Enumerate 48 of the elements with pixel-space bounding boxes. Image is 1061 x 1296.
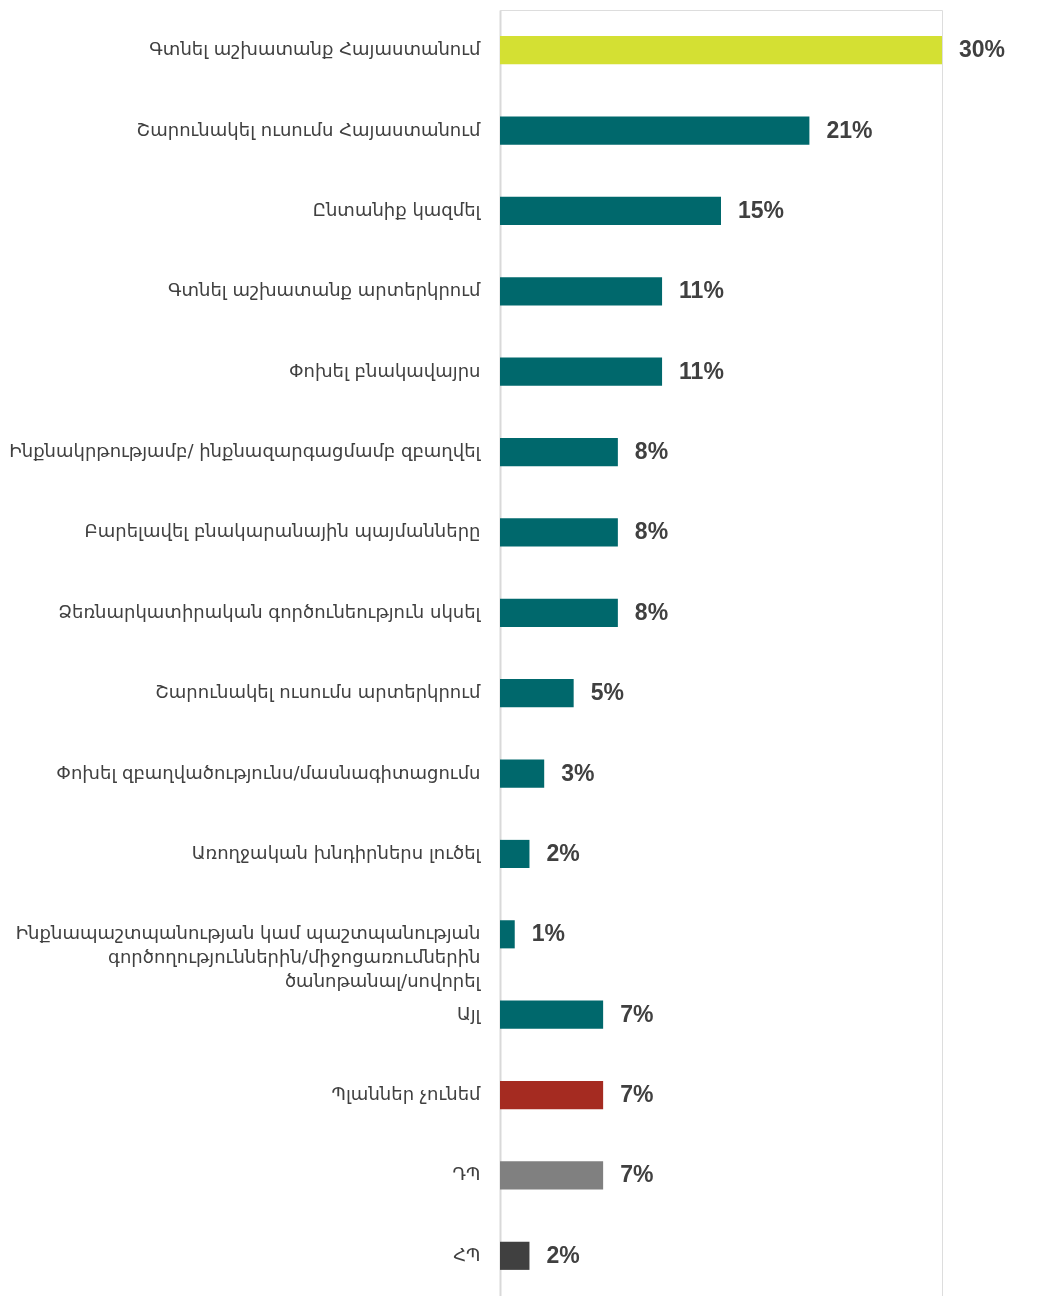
data-label: 2% (546, 1241, 580, 1268)
bar (500, 598, 618, 627)
y-tick-label: Ձեռնարկատիրական գործունեություն սկսել (58, 600, 482, 622)
y-tick-label: Ինքնապաշտպանության կամ պաշտպանության գործողություններին/միջոցառումներին ծանոթանալ/սովորել (15, 922, 482, 992)
data-label: 15% (738, 196, 785, 223)
y-tick-label: Շարունակել ուսումս Հայաստանում (136, 118, 482, 140)
bar (500, 1081, 604, 1110)
data-label: 30% (959, 36, 1006, 63)
data-label: 7% (620, 1081, 654, 1108)
y-tick-label: Առողջական խնդիրներս լուծել (191, 841, 482, 863)
y-tick-label: Շարունակել ուսումս արտերկրում (155, 681, 482, 703)
bar (500, 277, 663, 306)
data-label: 2% (546, 839, 580, 866)
bar (500, 1161, 604, 1190)
y-tick-label: Բարելավել բնակարանային պայմանները (84, 520, 481, 542)
data-label: 7% (620, 1000, 654, 1027)
y-tick-label: Գտնել աշխատանք Հայաստանում (149, 38, 482, 60)
data-label: 5% (590, 679, 624, 706)
bar (500, 1000, 604, 1029)
y-tick-label: Այլ (456, 1002, 482, 1024)
y-tick-label: Ընտանիք կազմել (312, 198, 482, 220)
data-label: 8% (634, 438, 669, 465)
bar (500, 679, 574, 708)
bar (500, 1241, 530, 1270)
y-tick-label: ԴՊ (452, 1163, 481, 1185)
data-label: 3% (561, 759, 595, 786)
bar (500, 759, 545, 788)
bar (500, 920, 515, 949)
y-tick-label: Փոխել բնակավայրս (288, 359, 481, 381)
data-label: 11% (679, 357, 724, 384)
bar (500, 196, 721, 225)
bar (500, 438, 618, 467)
bar (500, 839, 530, 868)
bar (500, 116, 810, 145)
bar (500, 518, 618, 547)
y-tick-label: Գտնել աշխատանք արտերկրում (167, 279, 482, 301)
data-label: 11% (679, 277, 724, 304)
y-tick-label: Ինքնակրթությամբ/ ինքնազարգացմամբ զբաղվել (9, 440, 482, 462)
y-tick-label: Պլաններ չունեմ (331, 1083, 482, 1105)
data-label: 8% (634, 598, 669, 625)
y-tick-label: Փոխել զբաղվածությունս/մասնագիտացումս (56, 761, 481, 783)
bar (500, 357, 663, 386)
data-label: 21% (826, 116, 873, 143)
bar (500, 36, 942, 65)
data-label: 1% (531, 920, 565, 947)
data-label: 8% (634, 518, 669, 545)
y-tick-label: ՀՊ (453, 1243, 481, 1265)
data-label: 7% (620, 1161, 654, 1188)
